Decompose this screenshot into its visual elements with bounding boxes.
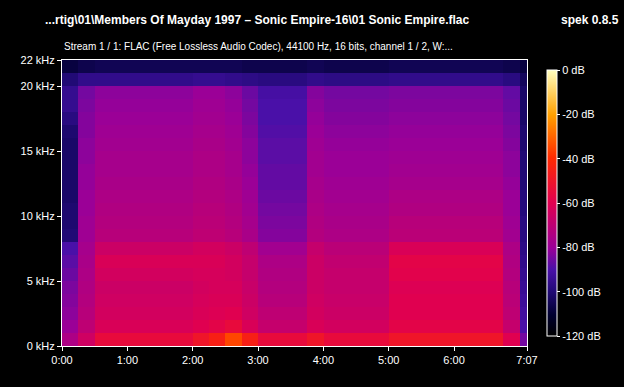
svg-text:-100 dB: -100 dB <box>562 286 601 298</box>
svg-text:spek 0.8.5: spek 0.8.5 <box>561 13 619 27</box>
svg-text:5:00: 5:00 <box>378 354 399 366</box>
svg-text:0:00: 0:00 <box>51 354 72 366</box>
svg-text:Stream 1 / 1: FLAC (Free Lossl: Stream 1 / 1: FLAC (Free Lossless Audio … <box>64 41 453 52</box>
svg-text:1:00: 1:00 <box>117 354 138 366</box>
svg-text:-40 dB: -40 dB <box>562 153 594 165</box>
svg-text:2:00: 2:00 <box>182 354 203 366</box>
svg-text:15 kHz: 15 kHz <box>21 145 55 157</box>
svg-text:...rtig\01\Members Of Mayday 1: ...rtig\01\Members Of Mayday 1997 – Soni… <box>45 13 469 27</box>
svg-text:10 kHz: 10 kHz <box>21 210 55 222</box>
svg-text:22 kHz: 22 kHz <box>21 54 55 66</box>
svg-text:4:00: 4:00 <box>313 354 334 366</box>
svg-text:3:00: 3:00 <box>247 354 268 366</box>
svg-text:6:00: 6:00 <box>443 354 464 366</box>
svg-text:20 kHz: 20 kHz <box>21 80 55 92</box>
svg-text:-80 dB: -80 dB <box>562 241 594 253</box>
svg-text:0 kHz: 0 kHz <box>27 340 55 352</box>
svg-text:7:07: 7:07 <box>516 354 537 366</box>
svg-text:0 dB: 0 dB <box>562 64 585 76</box>
svg-text:5 kHz: 5 kHz <box>27 275 55 287</box>
svg-text:-20 dB: -20 dB <box>562 108 594 120</box>
svg-text:-120 dB: -120 dB <box>562 330 601 342</box>
svg-text:-60 dB: -60 dB <box>562 197 594 209</box>
